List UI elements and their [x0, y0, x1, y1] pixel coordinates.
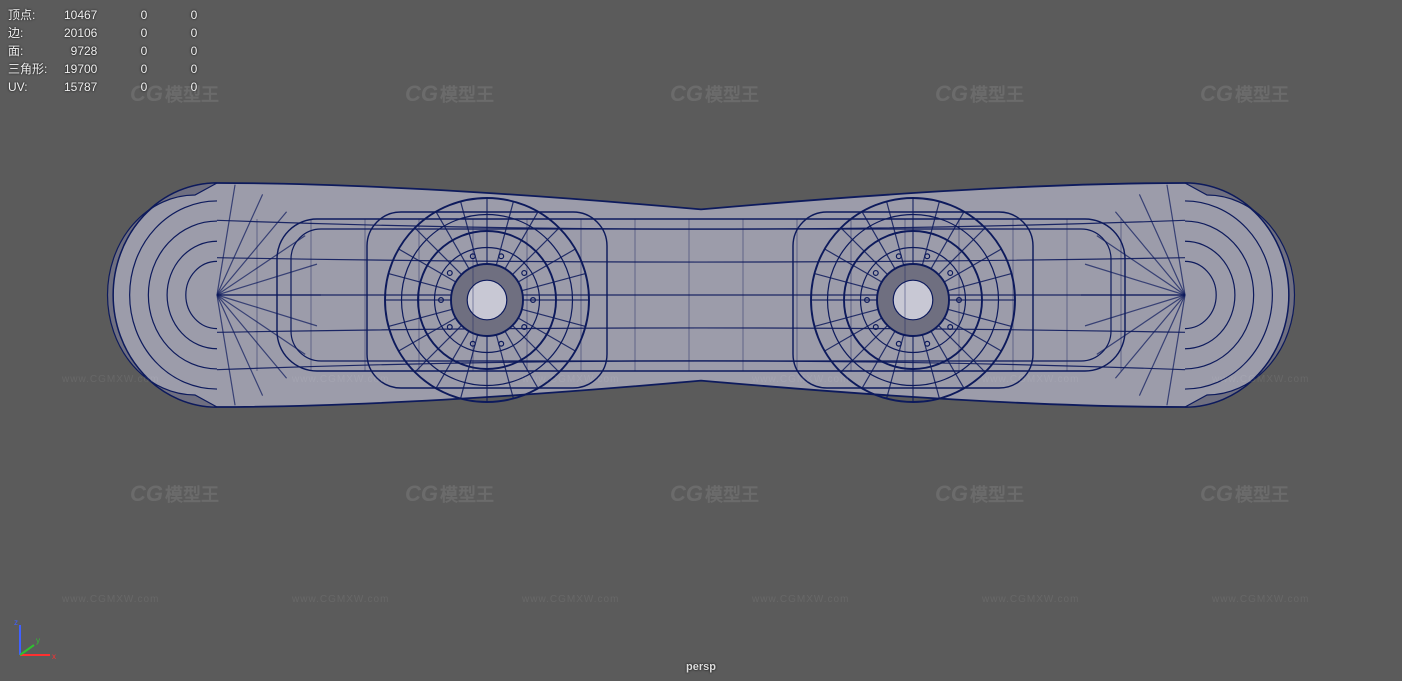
- hud-val: 0: [107, 42, 157, 60]
- watermark-logo: CG模型王: [670, 81, 759, 107]
- watermark-logo: CG模型王: [935, 481, 1024, 507]
- hud-val: 9728: [57, 42, 107, 60]
- hud-val: 20106: [57, 24, 107, 42]
- hud-label: 三角形:: [8, 60, 57, 78]
- hud-label: UV:: [8, 78, 57, 96]
- watermark-url: www.CGMXW.com: [752, 594, 849, 605]
- watermark-logo: CG模型王: [1200, 481, 1289, 507]
- watermark-url: www.CGMXW.com: [982, 594, 1079, 605]
- hud-label: 面:: [8, 42, 57, 60]
- camera-name-label: persp: [686, 661, 716, 673]
- watermark-url: www.CGMXW.com: [522, 594, 619, 605]
- hud-val: 0: [157, 24, 207, 42]
- watermark-logo: CG模型王: [405, 481, 494, 507]
- watermark-logo: CG模型王: [1200, 81, 1289, 107]
- axis-icon: x z y: [12, 617, 58, 663]
- hud-val: 0: [107, 24, 157, 42]
- watermark-logo: CG模型王: [130, 481, 219, 507]
- hud-row: UV: 15787 0 0: [8, 78, 207, 96]
- hud-val: 0: [157, 6, 207, 24]
- hud-row: 三角形: 19700 0 0: [8, 60, 207, 78]
- watermark-logo: CG模型王: [670, 481, 759, 507]
- hud-val: 10467: [57, 6, 107, 24]
- hud-label: 顶点:: [8, 6, 57, 24]
- hud-val: 0: [157, 60, 207, 78]
- watermark-logo: CG模型王: [935, 81, 1024, 107]
- watermark-logo: CG模型王: [405, 81, 494, 107]
- hoverboard-wireframe: [105, 175, 1297, 415]
- watermark-url: www.CGMXW.com: [1212, 594, 1309, 605]
- hud-val: 0: [157, 78, 207, 96]
- watermark-url: www.CGMXW.com: [62, 594, 159, 605]
- polycount-hud: 顶点: 10467 0 0 边: 20106 0 0 面: 9728 0 0 三…: [8, 6, 207, 96]
- viewport-mesh[interactable]: [105, 175, 1297, 415]
- axis-z-label: z: [14, 618, 18, 627]
- hud-val: 19700: [57, 60, 107, 78]
- hud-row: 面: 9728 0 0: [8, 42, 207, 60]
- hud-val: 0: [107, 60, 157, 78]
- view-axis-gizmo[interactable]: x z y: [12, 617, 58, 663]
- watermark-url: www.CGMXW.com: [292, 594, 389, 605]
- hud-row: 顶点: 10467 0 0: [8, 6, 207, 24]
- hud-val: 0: [157, 42, 207, 60]
- hud-val: 0: [107, 6, 157, 24]
- axis-x-label: x: [52, 652, 56, 661]
- hud-val: 15787: [57, 78, 107, 96]
- hud-table: 顶点: 10467 0 0 边: 20106 0 0 面: 9728 0 0 三…: [8, 6, 207, 96]
- hud-row: 边: 20106 0 0: [8, 24, 207, 42]
- axis-y-label: y: [36, 636, 40, 645]
- hud-val: 0: [107, 78, 157, 96]
- hud-label: 边:: [8, 24, 57, 42]
